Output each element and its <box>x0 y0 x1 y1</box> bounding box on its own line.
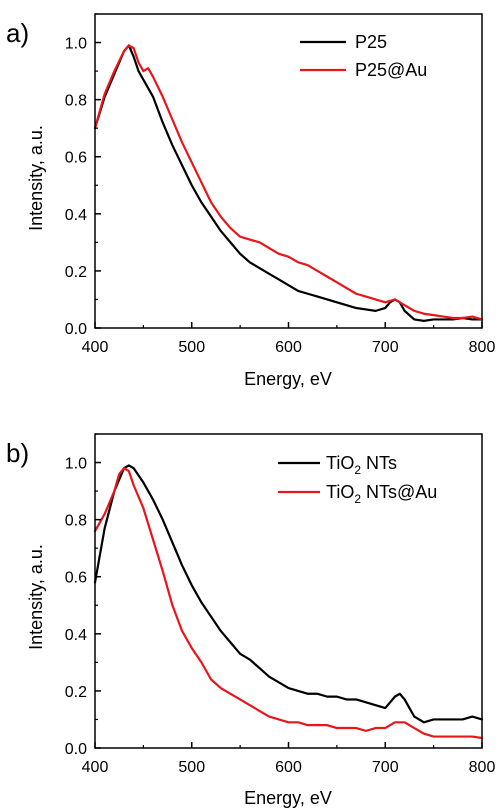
panel-a-series-1-line <box>93 44 484 322</box>
panel-b-xtick-label-4: 800 <box>469 759 496 776</box>
panel-a-xtick-label-4: 800 <box>469 339 496 356</box>
panel-b-legend: TiO2 NTs TiO2 NTs@Au <box>278 453 437 506</box>
panel-a-ytick-label-0: 0.0 <box>65 321 87 338</box>
panel-a: a) Intensity, a.u. Energy, eV P25 P25@Au… <box>6 13 496 389</box>
panel-b-ytick-label-0: 0.0 <box>65 741 87 758</box>
panel-b-ytick-label-1: 0.2 <box>65 684 87 701</box>
panel-a-ytick-label-5: 1.0 <box>65 36 87 53</box>
panel-a-xtick-label-3: 700 <box>372 339 399 356</box>
panel-a-label: a) <box>6 18 29 48</box>
panel-a-legend-text-1: P25 <box>355 32 387 52</box>
panel-b-label: b) <box>6 438 29 468</box>
panel-b-xtick-label-0: 400 <box>82 759 109 776</box>
panel-b-xtick-label-1: 500 <box>178 759 205 776</box>
panel-a-xtick-label-2: 600 <box>275 339 302 356</box>
panel-b-xtick-label-3: 700 <box>372 759 399 776</box>
panel-b-legend-text-1: TiO2 NTs <box>326 453 397 477</box>
panel-b-ytick-label-3: 0.6 <box>65 570 87 587</box>
panel-b-xlabel: Energy, eV <box>244 788 332 808</box>
panel-a-series-2-line <box>93 44 484 321</box>
panel-b: b) Intensity, a.u. Energy, eV TiO2 NTs T… <box>6 433 496 808</box>
panel-b-xtick-label-2: 600 <box>275 759 302 776</box>
panel-b-legend-text-2: TiO2 NTs@Au <box>326 482 437 506</box>
panel-a-ylabel: Intensity, a.u. <box>26 125 46 231</box>
panel-a-xtick-label-0: 400 <box>82 339 109 356</box>
panel-b-ytick-label-4: 0.8 <box>65 513 87 530</box>
panel-a-xlabel: Energy, eV <box>244 369 332 389</box>
panel-b-ytick-label-2: 0.4 <box>65 627 87 644</box>
panel-a-ytick-label-1: 0.2 <box>65 264 87 281</box>
panel-b-ylabel: Intensity, a.u. <box>26 544 46 650</box>
panel-b-ytick-label-5: 1.0 <box>65 456 87 473</box>
panel-a-ytick-label-3: 0.6 <box>65 150 87 167</box>
panel-a-legend-text-2: P25@Au <box>355 60 427 80</box>
panel-b-series-1-line <box>93 464 484 724</box>
panel-a-xtick-label-1: 500 <box>178 339 205 356</box>
panel-a-legend: P25 P25@Au <box>300 32 427 80</box>
panel-a-ytick-label-2: 0.4 <box>65 207 87 224</box>
panel-b-series-2-line <box>93 467 484 740</box>
panel-a-ytick-label-4: 0.8 <box>65 93 87 110</box>
